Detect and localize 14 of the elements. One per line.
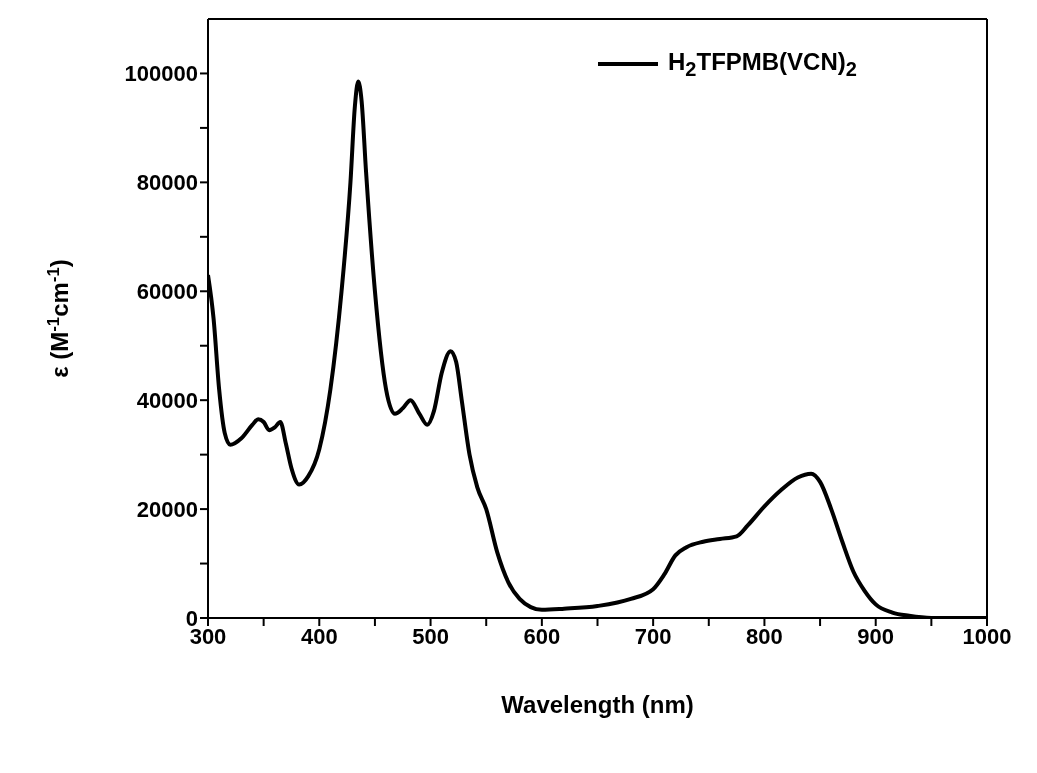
x-axis-title: Wavelength (nm) bbox=[501, 691, 694, 718]
y-tick-label: 20000 bbox=[136, 496, 198, 522]
legend-label: H$_{2}$TFPMB(VCN)$_{2}$ bbox=[668, 48, 857, 81]
x-tick-label: 500 bbox=[412, 623, 449, 649]
x-tick-label: 1000 bbox=[962, 623, 1012, 649]
x-tick-label: 700 bbox=[634, 623, 672, 649]
x-tick-label: 900 bbox=[857, 623, 895, 649]
x-tick-label: 400 bbox=[300, 623, 338, 649]
x-tick-label: 800 bbox=[746, 623, 783, 649]
x-tick-label: 600 bbox=[523, 623, 561, 649]
y-tick-label: 60000 bbox=[136, 279, 198, 305]
y-tick-label: 80000 bbox=[136, 170, 198, 196]
y-tick-label: 40000 bbox=[136, 387, 198, 413]
y-tick-label: 100000 bbox=[124, 61, 198, 87]
